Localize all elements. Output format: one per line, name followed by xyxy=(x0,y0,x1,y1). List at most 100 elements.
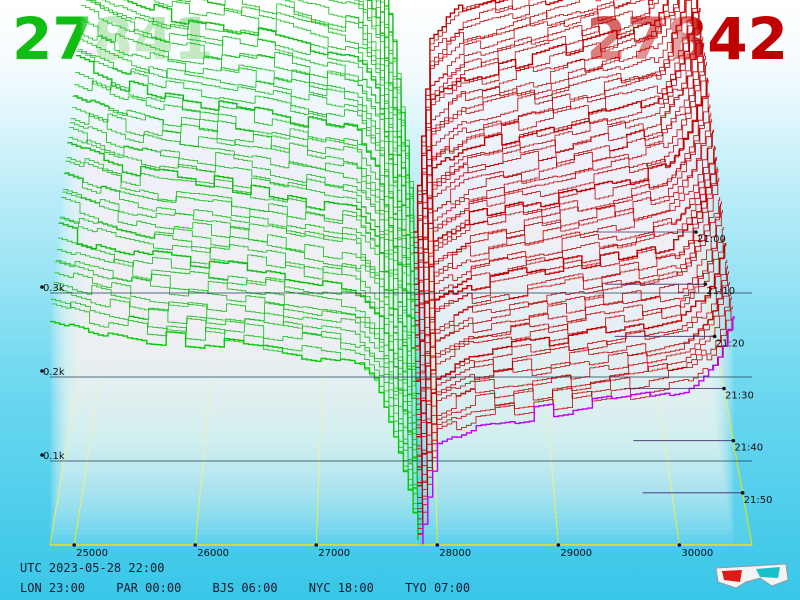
y-tick-label: 0.1k xyxy=(43,451,65,462)
bid-snapshot-line xyxy=(67,141,418,441)
ask-snapshot-fill xyxy=(418,316,734,545)
bid-snapshot-fill xyxy=(59,217,418,488)
y-tick-mark xyxy=(40,285,44,289)
bid-snapshot-line xyxy=(56,249,418,498)
ask-snapshot-fill xyxy=(416,157,717,441)
utc-time: UTC 2023-05-28 22:00 xyxy=(20,561,165,575)
ask-snapshot-line xyxy=(414,0,654,270)
bid-snapshot-fill xyxy=(53,282,418,525)
bid-snapshot-fill xyxy=(58,223,418,493)
ask-snapshot-fill xyxy=(417,293,731,525)
bid-snapshot-fill xyxy=(74,81,417,399)
ask-snapshot-line xyxy=(417,236,725,484)
bid-snapshot-line xyxy=(77,49,416,379)
ask-snapshot-fill xyxy=(417,296,732,530)
ask-snapshot-line xyxy=(414,0,686,313)
ask-snapshot-fill xyxy=(414,0,690,285)
ask-snapshot-line xyxy=(415,79,709,395)
bid-snapshot-fill xyxy=(79,34,416,368)
time-tick-label: 21:50 xyxy=(744,495,773,506)
ask-snapshot-line xyxy=(417,226,724,483)
bid-snapshot-line xyxy=(176,0,416,327)
ask-snapshot-fill xyxy=(416,168,718,452)
bid-series xyxy=(50,0,419,545)
bid-snapshot-line xyxy=(91,0,416,348)
grid-x-line xyxy=(429,231,438,546)
time-tick-label: 21:00 xyxy=(697,234,726,245)
ask-snapshot-fill xyxy=(417,271,729,514)
ask-snapshot-line xyxy=(416,130,713,421)
ask-snapshot-line xyxy=(413,0,619,253)
ask-snapshot-fill xyxy=(417,281,730,519)
bid-snapshot-line xyxy=(154,0,416,332)
bid-snapshot-line xyxy=(51,301,419,530)
y-tick-label: 0.3k xyxy=(43,283,65,294)
bid-snapshot-line xyxy=(75,72,417,390)
ask-snapshot-fill xyxy=(416,197,720,462)
bid-snapshot-line xyxy=(69,127,417,424)
time-tick-mark xyxy=(694,230,698,234)
ask-snapshot-line xyxy=(414,0,678,296)
ask-snapshot-fill xyxy=(417,236,725,488)
x-tick-label: 26000 xyxy=(197,548,229,559)
ask-snapshot-line xyxy=(416,157,717,438)
time-tick-mark xyxy=(722,386,726,391)
time-tick-mark xyxy=(740,491,745,495)
ask-snapshot-fill xyxy=(416,130,713,420)
bid-snapshot-fill xyxy=(92,0,415,290)
ask-snapshot-line xyxy=(418,317,734,534)
bid-snapshot-line xyxy=(72,96,417,405)
bid-snapshot-line xyxy=(60,217,418,477)
bid-snapshot-fill xyxy=(95,0,415,274)
bid-snapshot-line xyxy=(76,50,417,377)
time-tick-mark xyxy=(703,282,708,286)
ask-snapshot-line xyxy=(418,316,735,546)
ask-snapshot-line xyxy=(417,259,728,504)
bid-snapshot-line xyxy=(79,33,416,361)
bid-snapshot-line xyxy=(76,55,417,386)
ask-snapshot-fill xyxy=(416,177,719,457)
bid-snapshot-line xyxy=(73,95,417,404)
3d-glasses-icon[interactable] xyxy=(712,560,792,590)
bid-snapshot-line xyxy=(68,137,417,430)
ask-snapshot-fill xyxy=(414,0,691,290)
ask-snapshot-fill xyxy=(417,226,724,483)
ask-snapshot-line xyxy=(417,296,732,529)
bid-snapshot-fill xyxy=(102,0,414,232)
x-tick-mark xyxy=(677,543,682,547)
bid-snapshot-fill xyxy=(56,249,418,504)
bid-snapshot-line xyxy=(57,237,418,499)
bid-snapshot-line xyxy=(69,122,417,421)
x-tick-mark xyxy=(72,543,77,547)
ask-snapshot-line xyxy=(415,77,708,382)
ask-snapshot-fill xyxy=(414,0,694,305)
time-tick-label: 21:10 xyxy=(706,286,735,297)
bid-snapshot-line xyxy=(78,38,417,372)
bid-snapshot-line xyxy=(123,0,416,330)
x-tick-label: 25000 xyxy=(76,548,108,559)
ask-snapshot-fill xyxy=(418,306,733,535)
bid-snapshot-fill xyxy=(83,0,416,342)
bid-price: 27841 xyxy=(12,4,214,74)
bid-snapshot-fill xyxy=(60,218,418,483)
ask-snapshot-line xyxy=(417,265,728,509)
time-tick-label: 21:30 xyxy=(725,391,754,402)
x-tick-mark xyxy=(556,543,561,547)
ask-snapshot-fill xyxy=(417,259,727,504)
ask-snapshot-fill xyxy=(414,0,693,300)
bid-snapshot-fill xyxy=(90,0,415,300)
ask-snapshot-line xyxy=(415,23,703,351)
ask-snapshot-fill xyxy=(414,0,696,321)
bid-snapshot-fill xyxy=(63,189,417,467)
bid-snapshot-line xyxy=(50,320,419,540)
ask-snapshot-line xyxy=(416,146,716,436)
bid-snapshot-fill xyxy=(72,96,417,410)
ask-snapshot-line xyxy=(415,0,697,326)
time-tick-label: 21:20 xyxy=(716,338,745,349)
ask-snapshot-line xyxy=(413,0,601,254)
bid-snapshot-fill xyxy=(93,0,415,285)
bid-snapshot-fill xyxy=(57,238,418,499)
bid-snapshot-line xyxy=(53,281,419,525)
time-tick-label: 21:40 xyxy=(734,443,763,454)
x-tick-label: 27000 xyxy=(318,548,350,559)
